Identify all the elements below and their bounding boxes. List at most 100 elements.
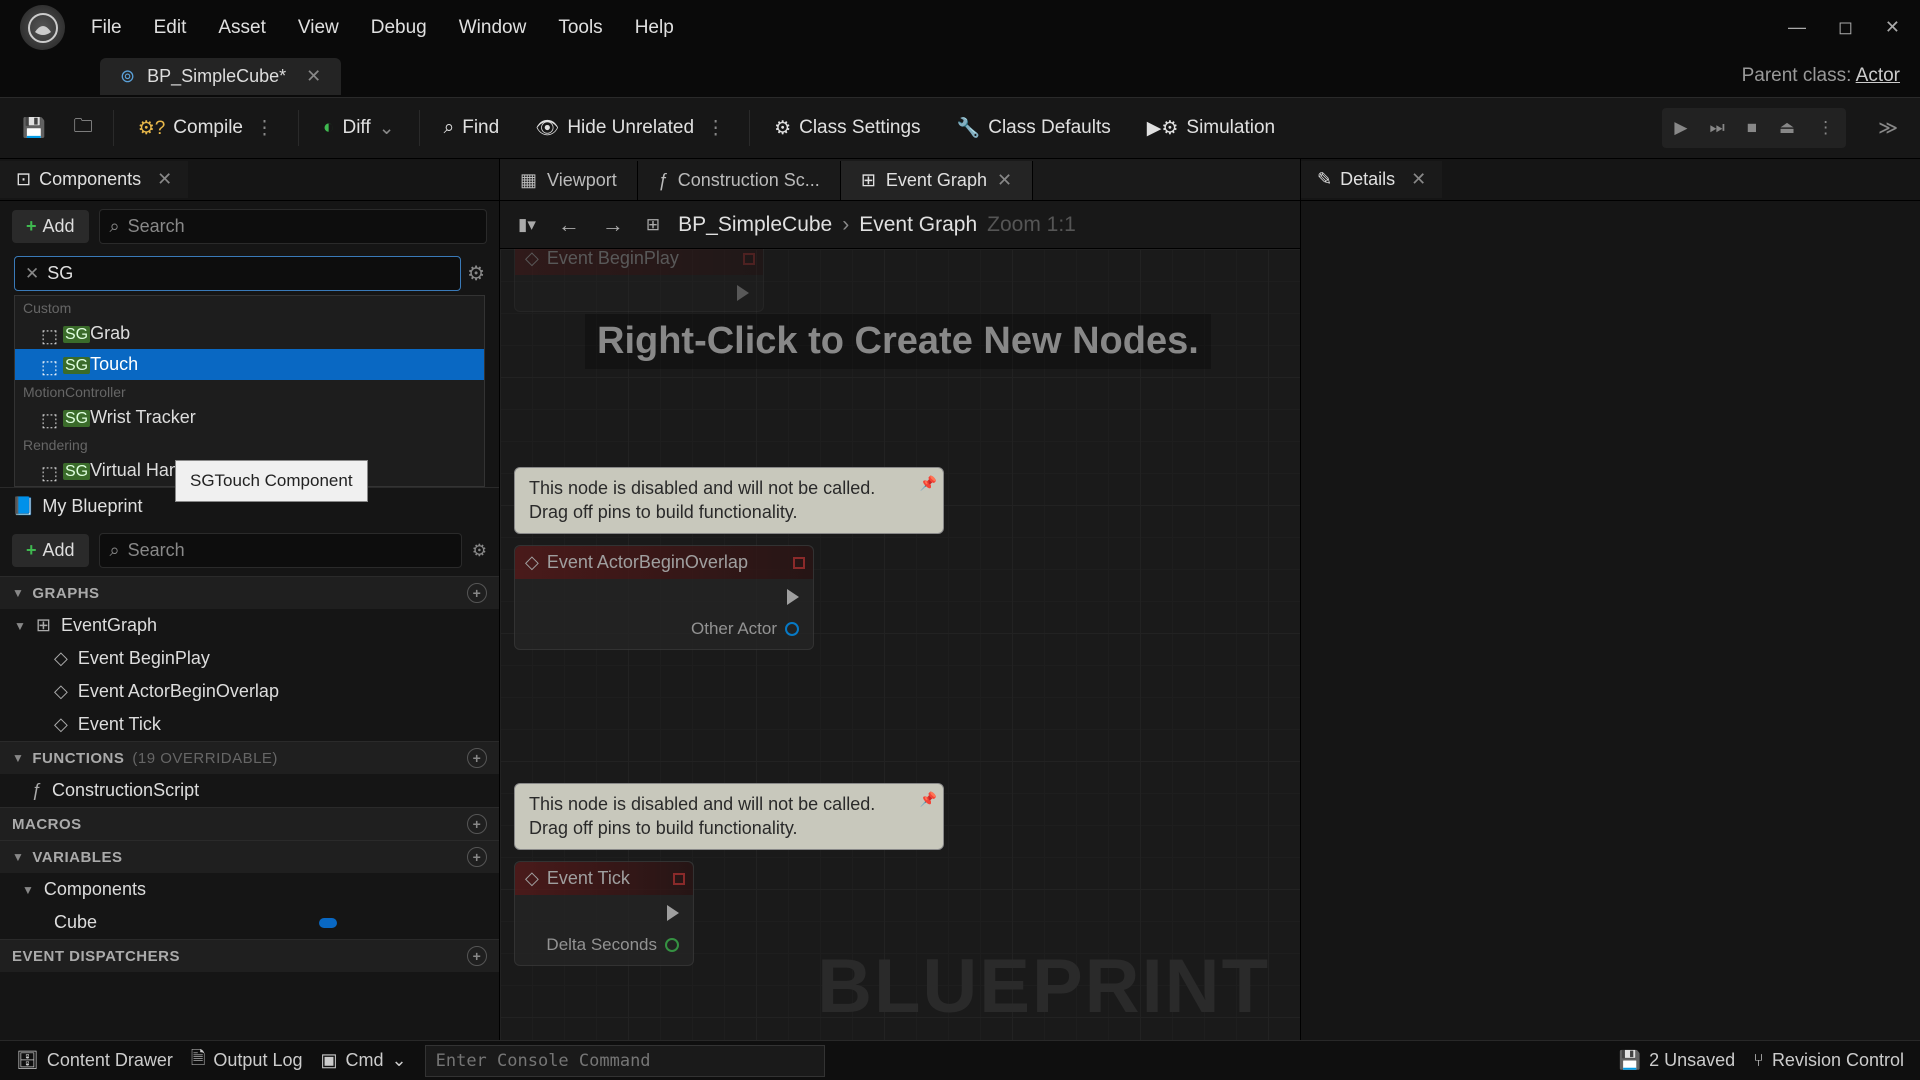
- macros-section[interactable]: MACROS +: [0, 807, 499, 840]
- close-panel-icon[interactable]: ✕: [157, 169, 172, 190]
- menu-window[interactable]: Window: [459, 17, 527, 39]
- menu-help[interactable]: Help: [635, 17, 674, 39]
- search-icon: ⌕: [110, 540, 120, 561]
- dispatchers-section[interactable]: EVENT DISPATCHERS +: [0, 939, 499, 972]
- components-search[interactable]: ⌕ Search: [99, 209, 487, 244]
- menu-debug[interactable]: Debug: [371, 17, 427, 39]
- tab-construction[interactable]: ƒ Construction Sc...: [638, 161, 841, 200]
- class-settings-button[interactable]: ⚙ Class Settings: [762, 109, 933, 148]
- console-input[interactable]: [425, 1045, 825, 1077]
- dropdown-item-sgwrist[interactable]: ⬚ SGWrist Tracker: [15, 402, 484, 433]
- graphs-section[interactable]: ▼ GRAPHS +: [0, 576, 499, 609]
- diff-button[interactable]: ◐ Diff ⌄: [311, 109, 407, 148]
- chevron-down-icon: ▼: [14, 619, 26, 633]
- cmd-button[interactable]: ▣ Cmd ⌄: [320, 1050, 406, 1071]
- add-function-icon[interactable]: +: [467, 748, 487, 768]
- expand-toolbar-icon[interactable]: ≫: [1870, 109, 1906, 148]
- details-tab[interactable]: ✎ Details ✕: [1301, 161, 1442, 198]
- graph-icon: ⊞: [36, 615, 51, 636]
- function-icon: ƒ: [658, 170, 668, 191]
- file-tab[interactable]: ⊚ BP_SimpleCube* ✕: [100, 58, 341, 95]
- revision-control-button[interactable]: ⑂ Revision Control: [1753, 1050, 1904, 1071]
- clear-filter-icon[interactable]: ✕: [25, 264, 39, 284]
- close-panel-icon[interactable]: ✕: [1411, 169, 1426, 190]
- node-beginplay[interactable]: ◇Event BeginPlay: [514, 249, 764, 312]
- data-pin[interactable]: [665, 938, 679, 952]
- node-actoroverlap[interactable]: ◇Event ActorBeginOverlap Other Actor: [514, 545, 814, 650]
- menu-view[interactable]: View: [298, 17, 339, 39]
- event-overlap-item[interactable]: ◇ Event ActorBeginOverlap: [0, 675, 499, 708]
- save-button[interactable]: 💾: [14, 108, 54, 148]
- stop-button[interactable]: ■: [1739, 112, 1765, 144]
- unsaved-button[interactable]: 💾 2 Unsaved: [1619, 1050, 1735, 1071]
- drawer-icon: 🗄: [16, 1050, 39, 1071]
- node-eventtick[interactable]: ◇Event Tick Delta Seconds: [514, 861, 694, 966]
- hide-unrelated-button[interactable]: 👁 Hide Unrelated ⋮: [523, 108, 737, 148]
- exec-pin[interactable]: [737, 285, 749, 301]
- menu-tools[interactable]: Tools: [558, 17, 602, 39]
- forward-icon[interactable]: →: [598, 208, 628, 242]
- maximize-icon[interactable]: ◻: [1838, 17, 1853, 38]
- add-dispatcher-icon[interactable]: +: [467, 946, 487, 966]
- breadcrumb-current[interactable]: Event Graph: [859, 213, 977, 237]
- dropdown-item-sggrab[interactable]: ⬚ SGGrab: [15, 318, 484, 349]
- close-tab-icon[interactable]: ✕: [306, 66, 321, 87]
- add-blueprint-button[interactable]: + Add: [12, 534, 89, 567]
- component-filter[interactable]: ✕: [14, 256, 461, 291]
- menu-asset[interactable]: Asset: [218, 17, 266, 39]
- menu-edit[interactable]: Edit: [154, 17, 187, 39]
- variable-cube[interactable]: Cube: [0, 906, 499, 939]
- variables-components-cat[interactable]: ▼ Components: [0, 873, 499, 906]
- blueprint-search[interactable]: ⌕ Search: [99, 533, 462, 568]
- main-menu: File Edit Asset View Debug Window Tools …: [91, 17, 674, 39]
- add-component-button[interactable]: + Add: [12, 210, 89, 243]
- output-log-button[interactable]: 🗎 Output Log: [191, 1046, 303, 1076]
- variables-section[interactable]: ▼ VARIABLES +: [0, 840, 499, 873]
- class-defaults-button[interactable]: 🔧 Class Defaults: [945, 108, 1123, 148]
- data-pin[interactable]: [785, 622, 799, 636]
- component-icon: ⬚: [41, 326, 57, 342]
- find-button[interactable]: ⌕ Find: [432, 109, 512, 147]
- tab-viewport[interactable]: ▦ Viewport: [500, 161, 638, 200]
- simulation-button[interactable]: ▶⚙ Simulation: [1135, 109, 1287, 148]
- content-drawer-button[interactable]: 🗄 Content Drawer: [16, 1050, 173, 1071]
- play-button[interactable]: ▶: [1666, 112, 1695, 144]
- close-tab-icon[interactable]: ✕: [997, 170, 1012, 191]
- back-icon[interactable]: ←: [554, 208, 584, 242]
- minimize-icon[interactable]: —: [1788, 17, 1806, 38]
- event-beginplay-item[interactable]: ◇ Event BeginPlay: [0, 642, 499, 675]
- add-variable-icon[interactable]: +: [467, 847, 487, 867]
- close-icon[interactable]: ✕: [1885, 17, 1900, 38]
- file-tab-title: BP_SimpleCube*: [147, 66, 286, 87]
- graph-canvas[interactable]: Right-Click to Create New Nodes. ◇Event …: [500, 249, 1300, 1040]
- constructionscript-item[interactable]: ƒ ConstructionScript: [0, 774, 499, 807]
- menu-file[interactable]: File: [91, 17, 122, 39]
- more-icon[interactable]: ⋮: [1809, 112, 1842, 144]
- event-tick-item[interactable]: ◇ Event Tick: [0, 708, 499, 741]
- eject-button[interactable]: ⏏: [1771, 112, 1803, 144]
- step-button[interactable]: ⏭: [1701, 112, 1732, 144]
- blueprint-icon: 📘: [12, 496, 34, 517]
- center-tabs: ▦ Viewport ƒ Construction Sc... ⊞ Event …: [500, 159, 1300, 201]
- tab-event-graph[interactable]: ⊞ Event Graph ✕: [841, 161, 1033, 200]
- eventgraph-item[interactable]: ▼ ⊞ EventGraph: [0, 609, 499, 642]
- exec-pin[interactable]: [667, 905, 679, 921]
- parent-class-link[interactable]: Actor: [1856, 65, 1900, 86]
- add-graph-icon[interactable]: +: [467, 583, 487, 603]
- bookmark-icon[interactable]: ▮▾: [514, 211, 540, 239]
- graph-icon[interactable]: ⊞: [642, 211, 664, 239]
- filter-settings-icon[interactable]: ⚙: [467, 261, 485, 286]
- components-tab[interactable]: ⊡ Components ✕: [0, 161, 188, 198]
- compile-button[interactable]: ⚙? Compile ⋮: [126, 109, 286, 148]
- component-filter-input[interactable]: [47, 263, 450, 284]
- add-macro-icon[interactable]: +: [467, 814, 487, 834]
- chevron-down-icon: ▼: [22, 883, 34, 897]
- breadcrumb-root[interactable]: BP_SimpleCube: [678, 213, 832, 237]
- node-comment: This node is disabled and will not be ca…: [514, 467, 944, 534]
- exec-pin[interactable]: [787, 589, 799, 605]
- functions-section[interactable]: ▼ FUNCTIONS (19 OVERRIDABLE) +: [0, 741, 499, 774]
- browse-button[interactable]: 🗀: [66, 104, 101, 152]
- dropdown-item-sgtouch[interactable]: ⬚ SGTouch: [15, 349, 484, 380]
- plus-icon: +: [26, 540, 37, 561]
- settings-icon[interactable]: ⚙: [472, 541, 487, 561]
